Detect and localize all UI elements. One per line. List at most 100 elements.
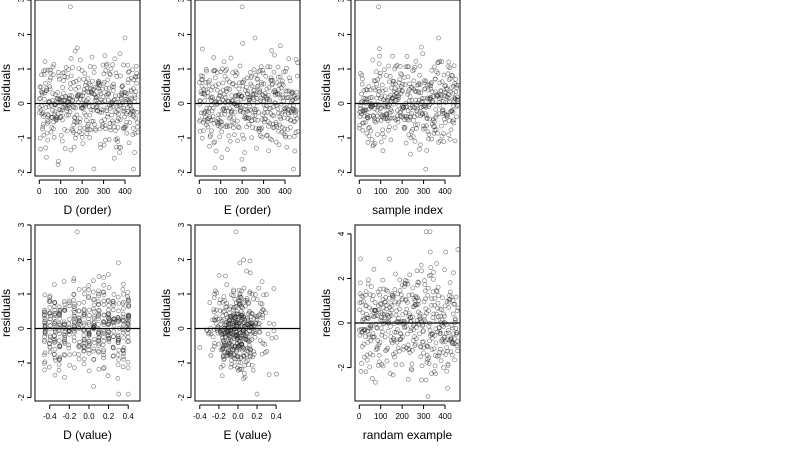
data-point <box>199 135 205 141</box>
data-point <box>96 288 101 294</box>
data-point <box>51 126 56 132</box>
data-point <box>40 121 46 127</box>
data-point <box>409 367 415 373</box>
data-point <box>238 96 244 102</box>
data-point <box>252 329 258 335</box>
data-point <box>96 307 101 313</box>
data-point <box>396 80 402 86</box>
data-point <box>295 60 300 66</box>
data-point <box>42 337 47 343</box>
data-point <box>64 100 70 106</box>
data-point <box>241 285 247 291</box>
data-point <box>225 124 230 130</box>
data-point <box>67 298 72 304</box>
data-point <box>430 335 435 341</box>
data-point <box>356 125 362 131</box>
data-point <box>420 339 426 345</box>
data-point <box>234 70 240 76</box>
data-point <box>405 108 411 114</box>
data-point <box>99 124 105 130</box>
data-point <box>403 140 409 146</box>
data-point <box>219 119 224 125</box>
data-point <box>280 82 286 88</box>
data-point <box>96 337 102 343</box>
data-point <box>425 87 431 93</box>
data-point <box>42 292 48 298</box>
data-point <box>280 95 286 100</box>
data-point <box>91 64 97 70</box>
y-tick-label: -1 <box>177 359 186 367</box>
data-point <box>413 126 419 131</box>
data-point <box>438 88 444 93</box>
data-point <box>120 108 126 114</box>
data-point <box>227 352 233 358</box>
data-point <box>265 92 271 98</box>
data-point <box>430 100 436 105</box>
data-point <box>428 272 434 278</box>
data-point <box>259 81 264 87</box>
data-point <box>433 340 439 346</box>
y-tick-label: -2 <box>17 393 26 401</box>
x-tick-label: 0.2 <box>103 412 115 421</box>
data-point <box>364 303 369 308</box>
data-point <box>79 68 85 73</box>
data-point <box>125 296 131 302</box>
data-point <box>268 75 274 81</box>
data-point <box>50 91 56 96</box>
data-point <box>266 85 272 90</box>
data-point <box>121 356 127 362</box>
data-point <box>378 105 384 111</box>
data-point <box>267 320 272 326</box>
data-point <box>421 328 426 333</box>
data-point <box>217 300 222 306</box>
data-point <box>364 357 370 363</box>
data-point <box>66 95 72 101</box>
data-point <box>241 371 247 376</box>
data-point <box>117 117 123 123</box>
data-point <box>399 72 405 78</box>
data-point <box>373 379 378 385</box>
data-point <box>422 278 427 283</box>
data-point <box>71 144 77 150</box>
data-point <box>52 321 57 326</box>
data-point <box>76 342 82 348</box>
data-point <box>55 69 61 75</box>
data-point <box>120 314 126 320</box>
data-point <box>374 81 379 87</box>
data-point <box>413 59 419 64</box>
y-tick-label: -2 <box>177 168 186 176</box>
data-point <box>429 68 435 73</box>
data-point <box>229 93 235 98</box>
data-point <box>211 307 217 312</box>
data-point <box>369 95 375 100</box>
data-point <box>106 315 112 321</box>
data-point <box>381 134 387 140</box>
data-point <box>62 341 68 346</box>
data-point <box>134 110 140 115</box>
data-point <box>424 115 430 121</box>
data-point <box>79 135 85 140</box>
data-point <box>124 130 130 136</box>
panel-e-value: -0.4 -0.2 0.0 0.2 0.4 -2 -1 0 1 2 3 E (value) residu… <box>159 222 301 442</box>
data-point <box>236 125 242 131</box>
x-tick-label: 300 <box>97 187 111 196</box>
data-point <box>76 308 82 314</box>
data-point <box>242 298 248 303</box>
data-point <box>72 306 78 311</box>
data-point <box>387 73 393 79</box>
data-point <box>201 128 206 134</box>
data-point <box>47 77 53 83</box>
data-point <box>222 356 227 362</box>
panel-d-order: 0 100 200 300 400 -2 -1 0 1 2 3 D (order) residuals <box>0 0 141 217</box>
data-point <box>404 278 410 284</box>
data-point <box>428 371 434 376</box>
data-point <box>105 114 110 120</box>
data-point <box>74 120 79 125</box>
data-point <box>366 133 372 139</box>
data-point <box>409 111 415 116</box>
data-point <box>126 69 131 75</box>
data-point <box>428 86 434 92</box>
data-point <box>218 347 224 353</box>
data-point <box>384 113 389 119</box>
data-point <box>419 363 425 369</box>
